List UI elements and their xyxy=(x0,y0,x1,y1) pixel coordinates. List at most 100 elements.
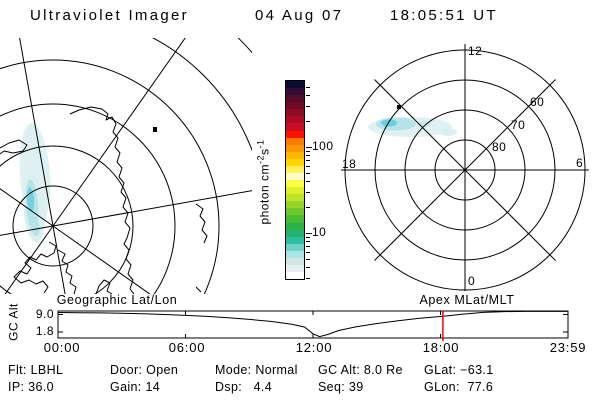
status-gain: Gain: 14 xyxy=(110,380,161,394)
apex-mlt-spokes xyxy=(341,44,589,291)
hour-ticks xyxy=(185,311,441,338)
colorbar-band xyxy=(286,250,304,258)
colorbar-tick-100: 100 xyxy=(312,139,334,153)
date-label: 04 Aug 07 xyxy=(255,7,344,24)
instrument-title: Ultraviolet Imager xyxy=(30,7,189,24)
colorbar-tick-mark xyxy=(306,87,310,88)
status-glat: GLat: −63.1 xyxy=(424,363,494,377)
mlt-18-label: 18 xyxy=(342,157,357,171)
mlt-12-label: 12 xyxy=(468,44,483,58)
ytick-9: 9.0 xyxy=(35,307,54,321)
colorbar-band xyxy=(286,165,304,174)
colorbar-band xyxy=(286,123,304,131)
status-ip: IP: 36.0 xyxy=(8,380,54,394)
colorbar-tick-mark xyxy=(306,181,310,182)
colorbar-band xyxy=(286,243,304,251)
colorbar-band xyxy=(286,265,304,273)
colorbar-band xyxy=(286,173,304,181)
colorbar-tick-mark xyxy=(306,121,310,122)
colorbar-band xyxy=(286,102,304,110)
colorbar-band xyxy=(286,81,304,89)
colorbar-tick-mark xyxy=(306,173,310,174)
xtick-0000: 00:00 xyxy=(43,340,81,355)
colorbar-tick-mark xyxy=(306,95,310,96)
mlat-60-label: 60 xyxy=(530,95,545,109)
colorbar-band xyxy=(286,116,304,124)
colorbar-tick-mark xyxy=(306,106,310,107)
colorbar-tick-mark xyxy=(306,155,310,156)
colorbar-band xyxy=(286,151,304,159)
status-mode: Mode: Normal xyxy=(215,363,298,377)
colorbar-tick-mark xyxy=(306,267,310,268)
colorbar-tick-mark xyxy=(306,252,310,253)
coastline xyxy=(0,106,208,294)
mlat-80-label: 80 xyxy=(492,140,507,154)
colorbar-band xyxy=(286,236,304,244)
colorbar-tick-mark xyxy=(306,259,310,260)
colorbar-band xyxy=(286,208,304,216)
colorbar-tick-mark xyxy=(306,237,310,238)
status-door: Door: Open xyxy=(110,363,179,377)
apex-plot-caption: Apex MLat/MLT xyxy=(419,293,515,307)
colorbar-tick-10: 10 xyxy=(312,225,327,239)
colorbar-tick-mark xyxy=(306,278,310,279)
colorbar-band xyxy=(286,158,304,166)
colorbar-band xyxy=(286,130,304,138)
colorbar-tick-mark xyxy=(306,233,312,234)
unit-exp-2: -2 xyxy=(255,154,266,164)
apex-spacecraft-marker xyxy=(397,105,401,109)
geo-spacecraft-marker xyxy=(153,127,157,132)
gc-alt-curve xyxy=(58,311,568,338)
colorbar-band xyxy=(286,187,304,195)
time-label: 18:05:51 UT xyxy=(390,7,498,24)
colorbar-band xyxy=(286,257,304,266)
ytick-1-8: 1.8 xyxy=(35,324,54,338)
colorbar-tick-mark xyxy=(306,192,310,193)
colorbar-tick-mark xyxy=(306,147,312,148)
colorbar-tick-mark xyxy=(306,246,310,247)
colorbar-tick-mark xyxy=(306,241,310,242)
geo-plot-caption: Geographic Lat/Lon xyxy=(56,293,178,307)
mlat-70-label: 70 xyxy=(511,118,526,132)
geo-latitude-circles xyxy=(0,38,252,294)
colorbar-band xyxy=(286,88,304,96)
colorbar-band xyxy=(286,109,304,117)
unit-s: s xyxy=(257,148,272,155)
colorbar-tick-mark xyxy=(306,160,310,161)
gc-alt-axis-label: GC Alt xyxy=(6,303,21,341)
status-dsp: Dsp: 4.4 xyxy=(215,380,272,394)
unit-exp-1: -1 xyxy=(255,139,266,149)
mlt-6-label: 6 xyxy=(576,156,584,170)
colorbar-band xyxy=(286,222,304,230)
colorbar-band xyxy=(286,229,304,237)
xtick-0600: 06:00 xyxy=(168,340,206,355)
colorbar-band xyxy=(286,272,304,280)
xtick-2359: 23:59 xyxy=(549,340,587,355)
mlt-0-label: 0 xyxy=(468,274,476,288)
geo-aurora-patch xyxy=(19,122,51,243)
geo-map-plot xyxy=(0,38,252,294)
colorbar-band xyxy=(286,95,304,103)
xtick-1800: 18:00 xyxy=(422,340,460,355)
colorbar-band xyxy=(286,194,304,202)
xtick-1200: 12:00 xyxy=(295,340,333,355)
status-filter: Flt: LBHL xyxy=(8,363,64,377)
colorbar-band xyxy=(286,201,304,209)
gc-alt-plot xyxy=(57,310,569,341)
unit-prefix: photon cm xyxy=(257,163,272,225)
colorbar-unit-label: photon cm-2s-1 xyxy=(255,139,272,225)
status-gc-alt: GC Alt: 8.0 Re xyxy=(318,363,403,377)
status-glon: GLon: 77.6 xyxy=(424,380,494,394)
colorbar-band xyxy=(286,215,304,223)
colorbar-band xyxy=(286,144,304,152)
colorbar-band xyxy=(286,137,304,145)
colorbar-band xyxy=(286,180,304,188)
colorbar-tick-mark xyxy=(306,207,310,208)
alt-ticks xyxy=(58,314,568,333)
apex-aurora-patch xyxy=(368,117,457,137)
colorbar-tick-mark xyxy=(306,151,310,152)
apex-dial-plot xyxy=(341,44,589,291)
colorbar xyxy=(285,80,305,280)
